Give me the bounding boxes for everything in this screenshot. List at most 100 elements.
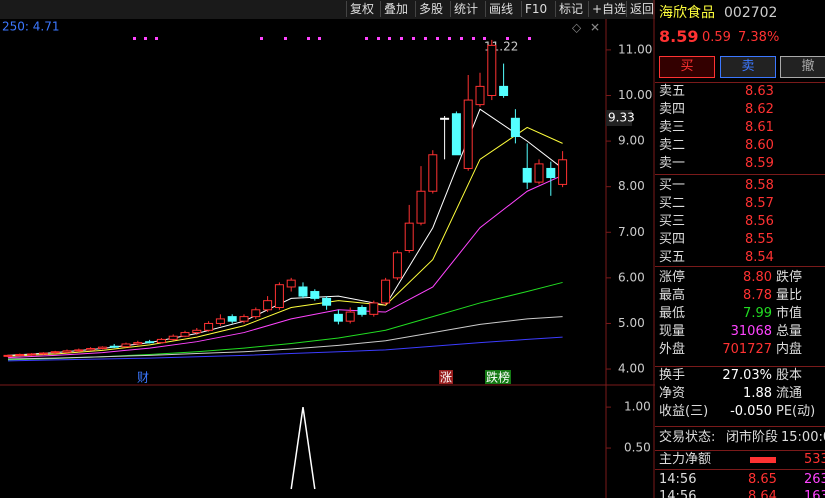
ma-line — [7, 174, 563, 359]
stat-label: 涨停 — [659, 270, 686, 285]
toolbar-button[interactable]: 返回 — [626, 1, 654, 17]
candle-body — [38, 352, 48, 355]
candle-body — [168, 335, 178, 340]
signal-dot — [448, 37, 451, 40]
toolbar-button[interactable]: 画线 — [485, 1, 513, 17]
toolbar-button[interactable]: 复权 — [346, 1, 374, 17]
toolbar-button[interactable]: +自选 — [588, 1, 626, 17]
signal-dot — [412, 37, 415, 40]
toggle-icon[interactable]: ◇ — [572, 21, 582, 35]
candle-body — [333, 313, 343, 322]
y-tick-label: 4.00 — [618, 362, 645, 376]
candle-body — [133, 342, 143, 345]
change-pct: 7.38% — [738, 30, 780, 45]
candle-body — [251, 309, 261, 318]
candle-body — [392, 252, 402, 279]
candle-body — [322, 297, 332, 306]
ma-line — [7, 108, 563, 356]
toolbar-bg — [0, 0, 655, 19]
book-price: 8.62 — [745, 102, 774, 117]
stat-label2: PE(动) — [776, 404, 816, 419]
ma-line — [7, 316, 563, 360]
stat-label2: 总量 — [776, 324, 803, 339]
stat-value: 701727 — [722, 342, 772, 357]
stat-label2: 股本 — [776, 368, 803, 383]
candle-body — [62, 350, 72, 353]
candle-body — [369, 302, 379, 315]
book-label: 买五 — [659, 250, 686, 265]
book-price: 8.54 — [745, 250, 774, 265]
y-tick-label: 1.00 — [624, 400, 651, 414]
candle-body — [97, 346, 107, 350]
toolbar-button[interactable]: F10 — [521, 1, 547, 17]
separator — [655, 174, 825, 175]
signal-dot — [284, 37, 287, 40]
stat-value: 1.88 — [743, 386, 772, 401]
candle-body — [192, 329, 202, 334]
toolbar-button[interactable]: 多股 — [415, 1, 443, 17]
candle-body — [15, 353, 25, 356]
chart: 250: 4.71 11.22 9.33 ◇ ✕ 4.005.006.007.0… — [0, 0, 655, 498]
tick-price: 8.64 — [748, 489, 777, 498]
close-icon[interactable]: ✕ — [590, 21, 600, 35]
tick-time: 14:56 — [659, 472, 697, 487]
candle-body — [239, 316, 249, 322]
candle-body — [86, 348, 96, 351]
candle-body — [510, 117, 520, 138]
book-price: 8.59 — [745, 156, 774, 171]
signal-dot — [472, 37, 475, 40]
tick-time: 14:56 — [659, 489, 697, 498]
stat-label2: 量比 — [776, 288, 803, 303]
candle-body — [74, 349, 84, 352]
trade-button[interactable]: 买 — [659, 56, 715, 78]
candle-body — [109, 345, 119, 348]
separator — [655, 82, 825, 83]
book-label: 买四 — [659, 232, 686, 247]
stat-label: 外盘 — [659, 342, 686, 357]
stat-label2: 流通 — [776, 386, 803, 401]
toolbar-button[interactable]: 标记 — [555, 1, 583, 17]
y-tick-label: 6.00 — [618, 270, 645, 284]
trade-button[interactable]: 卖 — [720, 56, 776, 78]
candle-body — [463, 99, 473, 169]
candle-body — [522, 167, 532, 183]
cursor-price-box — [606, 110, 632, 126]
candle-body — [381, 279, 391, 304]
separator — [655, 426, 825, 427]
candle-body — [156, 338, 166, 344]
candle-body — [499, 85, 509, 97]
signal-dot — [260, 37, 263, 40]
stat-label2: 市值 — [776, 306, 803, 321]
stat-value: 31068 — [730, 324, 772, 339]
separator — [655, 366, 825, 367]
tick-volume: 263 — [804, 472, 825, 487]
toolbar-button[interactable]: 叠加 — [380, 1, 408, 17]
trade-button[interactable]: 撤 — [780, 56, 825, 78]
candle-body — [357, 306, 367, 315]
stock-name: 海欣食品 — [659, 5, 715, 21]
signal-dot — [155, 37, 158, 40]
price: 8.59 — [659, 27, 699, 46]
separator — [655, 469, 825, 470]
signal-dot — [144, 37, 147, 40]
candle-body — [3, 354, 13, 357]
signal-dot — [307, 37, 310, 40]
ma-line — [7, 336, 563, 362]
toolbar-button[interactable]: 统计 — [450, 1, 478, 17]
stat-value: 8.80 — [743, 270, 772, 285]
status-time: 15:00:0 — [781, 430, 825, 445]
indicator-line — [290, 407, 316, 490]
book-label: 卖二 — [659, 138, 686, 153]
candle-body — [475, 85, 485, 106]
book-label: 卖五 — [659, 84, 686, 99]
book-label: 买二 — [659, 196, 686, 211]
stat-value: 8.78 — [743, 288, 772, 303]
signal-dot — [436, 37, 439, 40]
status-label: 交易状态: — [659, 430, 716, 445]
candle-body — [310, 291, 320, 299]
main-net-value: 533 — [804, 452, 825, 467]
signal-dot — [318, 37, 321, 40]
candle-body — [534, 163, 544, 183]
book-label: 卖三 — [659, 120, 686, 135]
event-marker: 跌榜 — [486, 370, 510, 385]
